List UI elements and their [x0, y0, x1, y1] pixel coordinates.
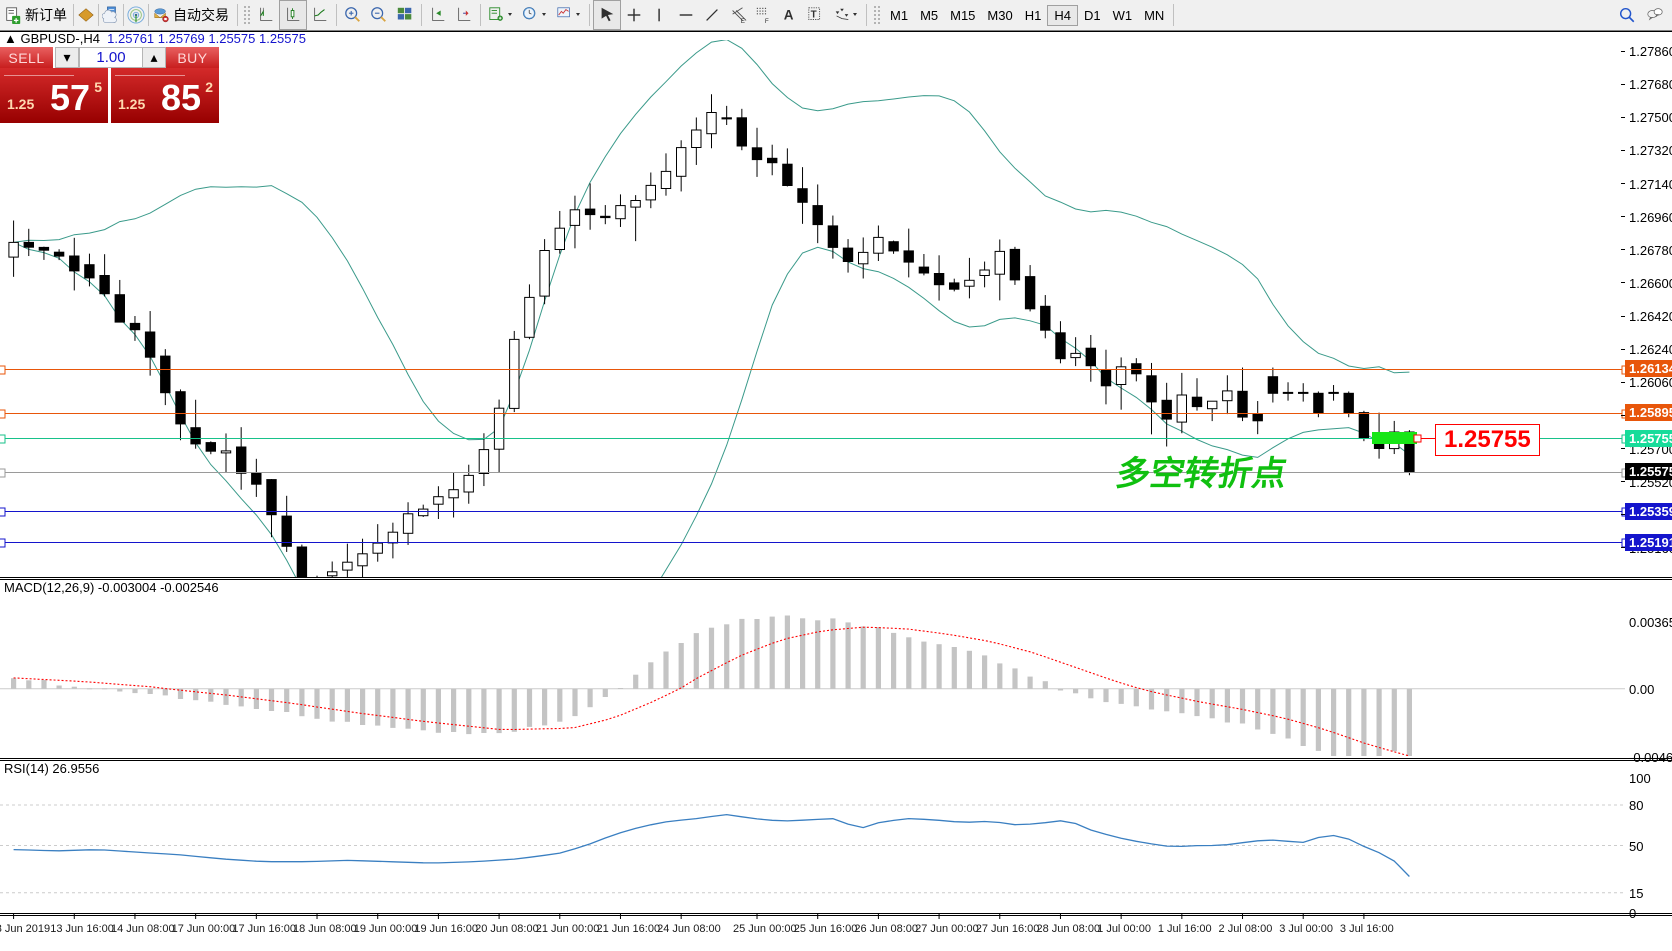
- svg-text:19 Jun 00:00: 19 Jun 00:00: [354, 923, 418, 935]
- svg-text:25 Jun 16:00: 25 Jun 16:00: [794, 923, 858, 935]
- svg-text:3 Jul 16:00: 3 Jul 16:00: [1340, 923, 1394, 935]
- svg-text:20 Jun 08:00: 20 Jun 08:00: [475, 923, 539, 935]
- svg-text:1 Jul 00:00: 1 Jul 00:00: [1097, 923, 1151, 935]
- svg-text:14 Jun 08:00: 14 Jun 08:00: [111, 923, 175, 935]
- svg-text:19 Jun 16:00: 19 Jun 16:00: [414, 923, 478, 935]
- svg-text:27 Jun 16:00: 27 Jun 16:00: [976, 923, 1040, 935]
- svg-text:A: A: [784, 8, 794, 23]
- svg-text:3 Jul 00:00: 3 Jul 00:00: [1279, 923, 1333, 935]
- svg-text:24 Jun 08:00: 24 Jun 08:00: [657, 923, 721, 935]
- svg-text:13 Jun 16:00: 13 Jun 16:00: [50, 923, 114, 935]
- svg-text:28 Jun 08:00: 28 Jun 08:00: [1036, 923, 1100, 935]
- svg-text:17 Jun 00:00: 17 Jun 00:00: [172, 923, 236, 935]
- svg-text:26 Jun 08:00: 26 Jun 08:00: [854, 923, 918, 935]
- svg-text:21 Jun 16:00: 21 Jun 16:00: [596, 923, 660, 935]
- svg-text:F: F: [765, 18, 769, 24]
- svg-text:18 Jun 08:00: 18 Jun 08:00: [293, 923, 357, 935]
- svg-text:27 Jun 00:00: 27 Jun 00:00: [915, 923, 979, 935]
- svg-text:1 Jul 16:00: 1 Jul 16:00: [1158, 923, 1212, 935]
- svg-text:T: T: [811, 10, 817, 21]
- svg-text:25 Jun 00:00: 25 Jun 00:00: [733, 923, 797, 935]
- svg-text:13 Jun 2019: 13 Jun 2019: [0, 923, 50, 935]
- svg-text:E: E: [741, 18, 745, 24]
- svg-text:17 Jun 16:00: 17 Jun 16:00: [232, 923, 296, 935]
- svg-text:2 Jul 08:00: 2 Jul 08:00: [1219, 923, 1273, 935]
- svg-text:21 Jun 00:00: 21 Jun 00:00: [536, 923, 600, 935]
